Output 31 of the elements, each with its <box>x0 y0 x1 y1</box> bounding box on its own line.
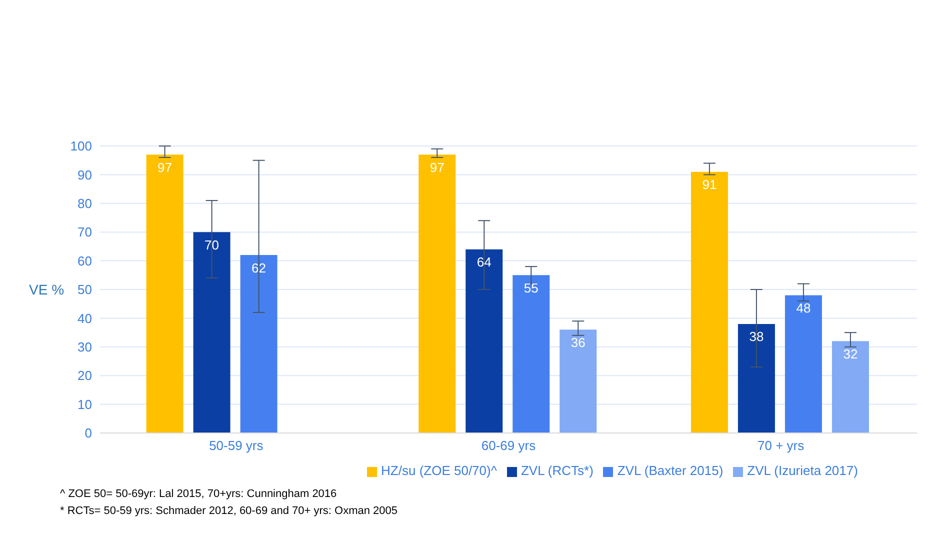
y-tick-label: 80 <box>78 196 92 212</box>
x-tick-label: 70 + yrs <box>758 438 805 454</box>
data-label: 48 <box>796 300 811 316</box>
y-axis-title: VE % <box>29 281 64 298</box>
data-label: 97 <box>430 160 444 175</box>
y-tick-label: 10 <box>78 396 92 412</box>
y-tick-label: 20 <box>78 368 92 384</box>
data-label: 32 <box>843 346 858 362</box>
y-tick-label: 100 <box>70 138 92 154</box>
data-label: 64 <box>476 254 492 270</box>
legend-label: HZ/su (ZOE 50/70)^ <box>381 463 497 478</box>
y-tick-label: 90 <box>78 167 92 182</box>
y-tick-label: 30 <box>78 340 92 355</box>
data-label: 97 <box>158 160 172 175</box>
y-tick-label: 0 <box>84 426 92 441</box>
legend-label: ZVL (Baxter 2015) <box>617 463 724 478</box>
y-tick-label: 50 <box>78 282 92 298</box>
data-label: 36 <box>570 334 586 350</box>
x-tick-label: 60-69 yrs <box>481 438 536 454</box>
y-tick-label: 40 <box>78 310 92 326</box>
data-label: 38 <box>749 329 764 344</box>
data-label: 55 <box>524 280 538 296</box>
y-tick-label: 70 <box>78 224 92 240</box>
y-tick-label: 60 <box>78 253 92 268</box>
data-label: 91 <box>702 177 717 192</box>
data-label: 70 <box>204 237 220 252</box>
legend-label: ZVL (Izurieta 2017) <box>747 463 858 478</box>
text: * RCTs= 50-59 yrs: Schmader 2012, 60-69 and 70+ yrs: Oxman 2005 <box>60 504 399 519</box>
text: ^ ZOE 50= 50-69yr: Lal 2015, 70+yrs: Cunningham 2016 <box>60 487 338 502</box>
x-tick-label: 50-59 yrs <box>209 438 264 454</box>
legend-label: ZVL (RCTs*) <box>520 463 594 478</box>
